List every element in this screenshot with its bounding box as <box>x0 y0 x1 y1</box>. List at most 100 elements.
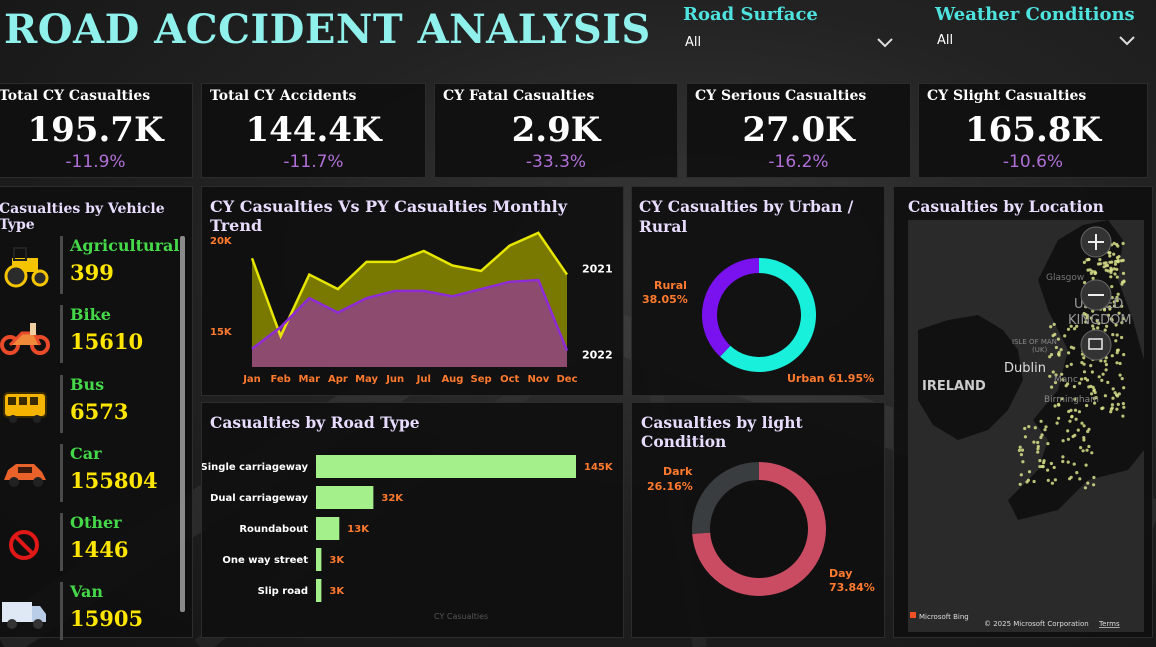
casualty-point <box>1110 296 1114 300</box>
vehicle-row-bus: Bus 6573 <box>0 375 180 439</box>
casualty-point <box>1103 359 1107 363</box>
casualty-point <box>1040 433 1044 437</box>
weather-conditions-value: All <box>937 33 954 48</box>
copyright-attribution: © 2025 Microsoft Corporation <box>984 620 1089 628</box>
category-label: Roundabout <box>239 524 308 535</box>
bar-3 <box>316 548 322 571</box>
casualty-point <box>1116 258 1120 262</box>
van-icon <box>2 602 46 629</box>
casualty-point <box>1072 462 1076 466</box>
map[interactable]: IRELAND Dublin UNITED KINGDOM ISLE OF MA… <box>908 220 1144 632</box>
casualty-point <box>1121 402 1125 406</box>
casualty-point <box>1063 334 1067 338</box>
vehicle-value: 15610 <box>70 329 144 354</box>
weather-conditions-label: Weather Conditions <box>935 4 1135 25</box>
casualty-point <box>1025 480 1029 484</box>
casualty-point <box>1038 459 1042 463</box>
casualty-point <box>1050 385 1054 389</box>
casualty-point <box>1116 292 1120 296</box>
casualty-point <box>1111 387 1115 391</box>
casualty-point <box>1097 321 1101 325</box>
vehicle-name: Van <box>70 582 103 601</box>
vehicle-value: 1446 <box>70 537 129 562</box>
casualty-point <box>1086 429 1090 434</box>
casualty-point <box>1054 345 1058 350</box>
kpi-label: CY Slight Casualties <box>927 88 1087 104</box>
casualty-point <box>1032 479 1036 484</box>
road-type-panel: Casualties by Road Type Single carriagew… <box>201 402 624 638</box>
casualty-point <box>1113 262 1118 266</box>
divider <box>60 375 63 433</box>
road-surface-dropdown[interactable]: All <box>683 35 898 50</box>
data-label: 3K <box>329 586 345 597</box>
casualty-point <box>1082 312 1086 316</box>
x-tick-label: Feb <box>270 374 290 385</box>
vehicle-value: 15905 <box>70 606 144 631</box>
x-tick-label: Jul <box>416 374 431 385</box>
casualty-point <box>1078 477 1082 481</box>
casualty-point <box>1112 241 1116 245</box>
casualty-point <box>1078 381 1082 385</box>
zoom-out-button[interactable] <box>1080 279 1112 311</box>
data-label: 145K <box>584 462 614 473</box>
casualty-point <box>1085 448 1089 452</box>
road-surface-slicer[interactable]: Road Surface All <box>683 4 898 50</box>
casualty-point <box>1019 453 1023 457</box>
casualty-point <box>1114 323 1118 327</box>
casualty-point <box>1073 408 1078 412</box>
vehicle-panel-scrollbar[interactable] <box>180 236 185 612</box>
casualty-point <box>1056 402 1061 406</box>
urban-rural-panel: CY Casualties by Urban / Rural Urban 61.… <box>631 186 885 396</box>
casualty-point <box>1081 449 1085 453</box>
casualty-point <box>1049 461 1053 466</box>
casualty-point <box>1066 327 1071 331</box>
casualty-point <box>1061 459 1065 464</box>
divider <box>60 305 63 363</box>
casualty-point <box>1082 362 1086 366</box>
casualty-point <box>1069 408 1073 412</box>
casualty-point <box>1056 337 1060 341</box>
casualty-point <box>1091 324 1095 328</box>
casualty-point <box>1087 385 1091 389</box>
chevron-down-icon[interactable] <box>1118 35 1136 47</box>
casualty-point <box>1061 455 1065 459</box>
weather-conditions-slicer[interactable]: Weather Conditions All <box>935 4 1140 48</box>
casualty-point <box>1072 385 1076 389</box>
terms-link[interactable]: Terms <box>1098 620 1120 628</box>
trend-panel-title: CY Casualties Vs PY Casualties Monthly T… <box>210 197 567 235</box>
kpi-value: 195.7K <box>27 110 164 150</box>
casualty-point <box>1112 300 1116 304</box>
casualty-point <box>1108 307 1112 311</box>
casualty-point <box>1053 404 1057 408</box>
casualty-point <box>1089 364 1093 368</box>
weather-conditions-dropdown[interactable]: All <box>935 33 1140 48</box>
casualty-point <box>1053 380 1058 385</box>
casualty-point <box>1108 254 1112 258</box>
location-map-panel: Casualties by Location IRELAND Dublin UN… <box>893 186 1153 638</box>
casualty-point <box>1068 419 1072 423</box>
casualty-point <box>1096 262 1101 266</box>
casualty-point <box>1121 414 1125 418</box>
casualty-point <box>1069 324 1073 328</box>
chevron-down-icon[interactable] <box>876 37 894 49</box>
divider <box>60 513 63 571</box>
casualty-point <box>1115 348 1120 352</box>
series-label-2021: 2021 <box>582 263 613 276</box>
area-2022 <box>252 280 567 367</box>
kpi-delta: -33.3% <box>525 152 587 172</box>
casualty-point <box>1118 373 1122 377</box>
casualty-point <box>1033 426 1037 430</box>
select-area-button[interactable] <box>1080 329 1112 361</box>
zoom-in-button[interactable] <box>1080 226 1112 258</box>
y-tick-label: 15K <box>210 327 233 338</box>
casualty-point <box>1084 463 1088 467</box>
kpi-delta: -10.6% <box>1002 152 1064 172</box>
casualty-point <box>1082 260 1086 264</box>
casualty-point <box>1110 285 1114 289</box>
divider <box>60 444 63 502</box>
vehicle-row-bike: Bike 15610 <box>0 305 180 369</box>
light-panel-title: Casualties by light Condition <box>641 413 803 451</box>
vehicle-name: Agricultural <box>70 236 180 255</box>
